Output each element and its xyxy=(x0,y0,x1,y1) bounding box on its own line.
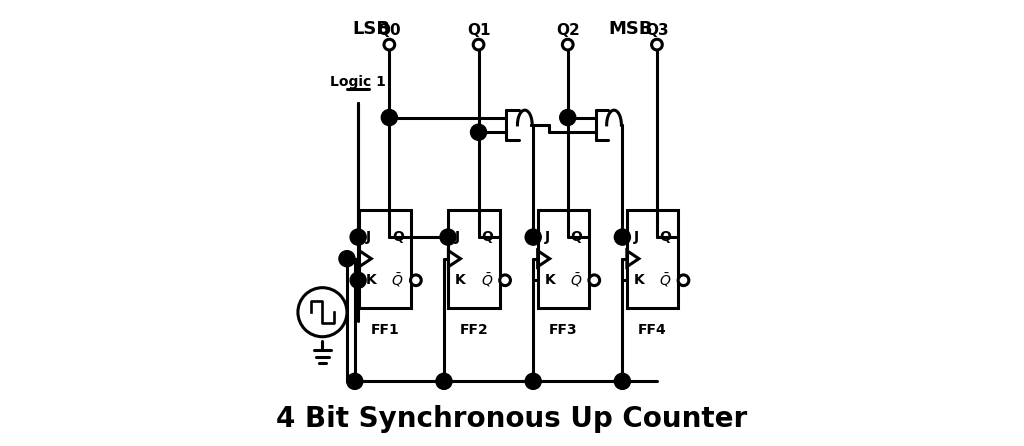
Circle shape xyxy=(339,251,355,267)
Circle shape xyxy=(560,110,575,126)
Text: $\bar{Q}$: $\bar{Q}$ xyxy=(570,271,583,289)
Text: 4 Bit Synchronous Up Counter: 4 Bit Synchronous Up Counter xyxy=(276,405,748,433)
Text: Q0: Q0 xyxy=(378,23,401,38)
Circle shape xyxy=(473,39,484,50)
Bar xyxy=(449,210,500,308)
Text: FF4: FF4 xyxy=(638,323,667,337)
Text: J: J xyxy=(455,230,460,244)
Text: FF3: FF3 xyxy=(549,323,578,337)
Circle shape xyxy=(436,373,452,389)
Text: K: K xyxy=(545,273,555,287)
Circle shape xyxy=(470,124,486,140)
Text: $\bar{Q}$: $\bar{Q}$ xyxy=(659,271,672,289)
Text: $\bar{Q}$: $\bar{Q}$ xyxy=(391,271,403,289)
Text: Logic 1: Logic 1 xyxy=(330,75,386,89)
Circle shape xyxy=(440,229,456,245)
Text: MSB: MSB xyxy=(608,20,652,38)
Circle shape xyxy=(500,275,510,285)
Text: J: J xyxy=(545,230,550,244)
Text: LSB: LSB xyxy=(352,20,390,38)
Circle shape xyxy=(525,229,542,245)
Circle shape xyxy=(350,272,367,288)
Circle shape xyxy=(562,39,573,50)
Text: Q: Q xyxy=(570,230,583,244)
Circle shape xyxy=(525,373,542,389)
Bar xyxy=(627,210,678,308)
Text: Q2: Q2 xyxy=(556,23,580,38)
Circle shape xyxy=(411,275,421,285)
Text: Q: Q xyxy=(659,230,672,244)
Text: Q1: Q1 xyxy=(467,23,490,38)
Text: K: K xyxy=(366,273,377,287)
Circle shape xyxy=(614,229,631,245)
Circle shape xyxy=(384,39,394,50)
Text: J: J xyxy=(634,230,639,244)
Bar xyxy=(538,210,589,308)
Text: K: K xyxy=(455,273,466,287)
Circle shape xyxy=(350,229,367,245)
Circle shape xyxy=(678,275,689,285)
Text: FF1: FF1 xyxy=(371,323,399,337)
Circle shape xyxy=(651,39,663,50)
Text: Q3: Q3 xyxy=(645,23,669,38)
Text: Q: Q xyxy=(481,230,493,244)
Circle shape xyxy=(614,373,631,389)
Polygon shape xyxy=(596,110,622,140)
Text: FF2: FF2 xyxy=(460,323,488,337)
Circle shape xyxy=(589,275,600,285)
Text: $\bar{Q}$: $\bar{Q}$ xyxy=(480,271,493,289)
Text: Q: Q xyxy=(392,230,403,244)
Polygon shape xyxy=(507,110,532,140)
Circle shape xyxy=(381,110,397,126)
Text: K: K xyxy=(634,273,644,287)
Text: J: J xyxy=(366,230,371,244)
Circle shape xyxy=(347,373,362,389)
Bar xyxy=(359,210,411,308)
